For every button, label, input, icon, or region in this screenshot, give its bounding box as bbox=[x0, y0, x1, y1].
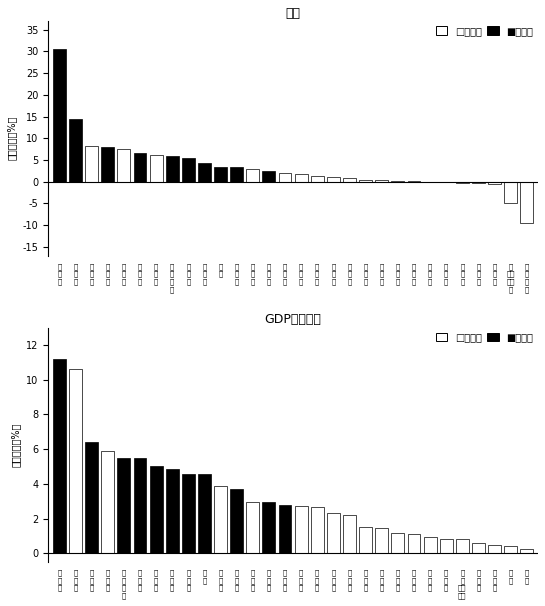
Bar bbox=[166, 469, 179, 553]
Bar bbox=[295, 507, 307, 553]
Title: GDP（名目）: GDP（名目） bbox=[265, 313, 322, 327]
Bar bbox=[246, 169, 259, 182]
Bar bbox=[472, 182, 485, 183]
Bar bbox=[488, 182, 501, 184]
Bar bbox=[423, 537, 437, 553]
Bar bbox=[166, 156, 179, 182]
Bar bbox=[343, 515, 356, 553]
Bar bbox=[117, 149, 130, 182]
Bar bbox=[230, 167, 243, 182]
Legend: □：北部, ■：南部: □：北部, ■：南部 bbox=[435, 333, 533, 342]
Bar bbox=[69, 119, 82, 182]
Bar bbox=[150, 467, 162, 553]
Bar bbox=[134, 458, 147, 553]
Bar bbox=[230, 489, 243, 553]
Bar bbox=[311, 507, 324, 553]
Bar bbox=[295, 174, 307, 182]
Legend: □：北部, ■：南部: □：北部, ■：南部 bbox=[435, 26, 533, 36]
Bar bbox=[198, 164, 211, 182]
Bar bbox=[198, 474, 211, 553]
Bar bbox=[343, 178, 356, 182]
Bar bbox=[69, 369, 82, 553]
Bar bbox=[359, 179, 372, 182]
Bar bbox=[263, 171, 275, 182]
Bar bbox=[408, 534, 420, 553]
Bar bbox=[488, 545, 501, 553]
Bar bbox=[214, 167, 227, 182]
Bar bbox=[520, 182, 533, 223]
Bar bbox=[53, 359, 66, 553]
Bar bbox=[182, 158, 195, 182]
Bar bbox=[53, 49, 66, 182]
Y-axis label: （寄与率、%）: （寄与率、%） bbox=[7, 116, 17, 161]
Bar bbox=[504, 182, 517, 204]
Y-axis label: （寄与率、%）: （寄与率、%） bbox=[10, 422, 21, 467]
Bar bbox=[376, 528, 388, 553]
Bar bbox=[520, 549, 533, 553]
Bar bbox=[391, 533, 404, 553]
Bar bbox=[327, 177, 340, 182]
Bar bbox=[278, 505, 292, 553]
Bar bbox=[214, 485, 227, 553]
Bar bbox=[456, 539, 469, 553]
Bar bbox=[85, 146, 98, 182]
Bar bbox=[263, 502, 275, 553]
Bar bbox=[101, 147, 114, 182]
Bar bbox=[150, 155, 162, 182]
Bar bbox=[101, 451, 114, 553]
Bar bbox=[440, 539, 453, 553]
Bar bbox=[182, 474, 195, 553]
Bar bbox=[359, 527, 372, 553]
Bar bbox=[278, 173, 292, 182]
Bar bbox=[311, 176, 324, 182]
Bar bbox=[376, 181, 388, 182]
Bar bbox=[472, 543, 485, 553]
Bar bbox=[134, 153, 147, 182]
Title: 人口: 人口 bbox=[286, 7, 301, 20]
Bar bbox=[504, 547, 517, 553]
Bar bbox=[246, 502, 259, 553]
Bar bbox=[85, 442, 98, 553]
Bar bbox=[117, 458, 130, 553]
Bar bbox=[327, 513, 340, 553]
